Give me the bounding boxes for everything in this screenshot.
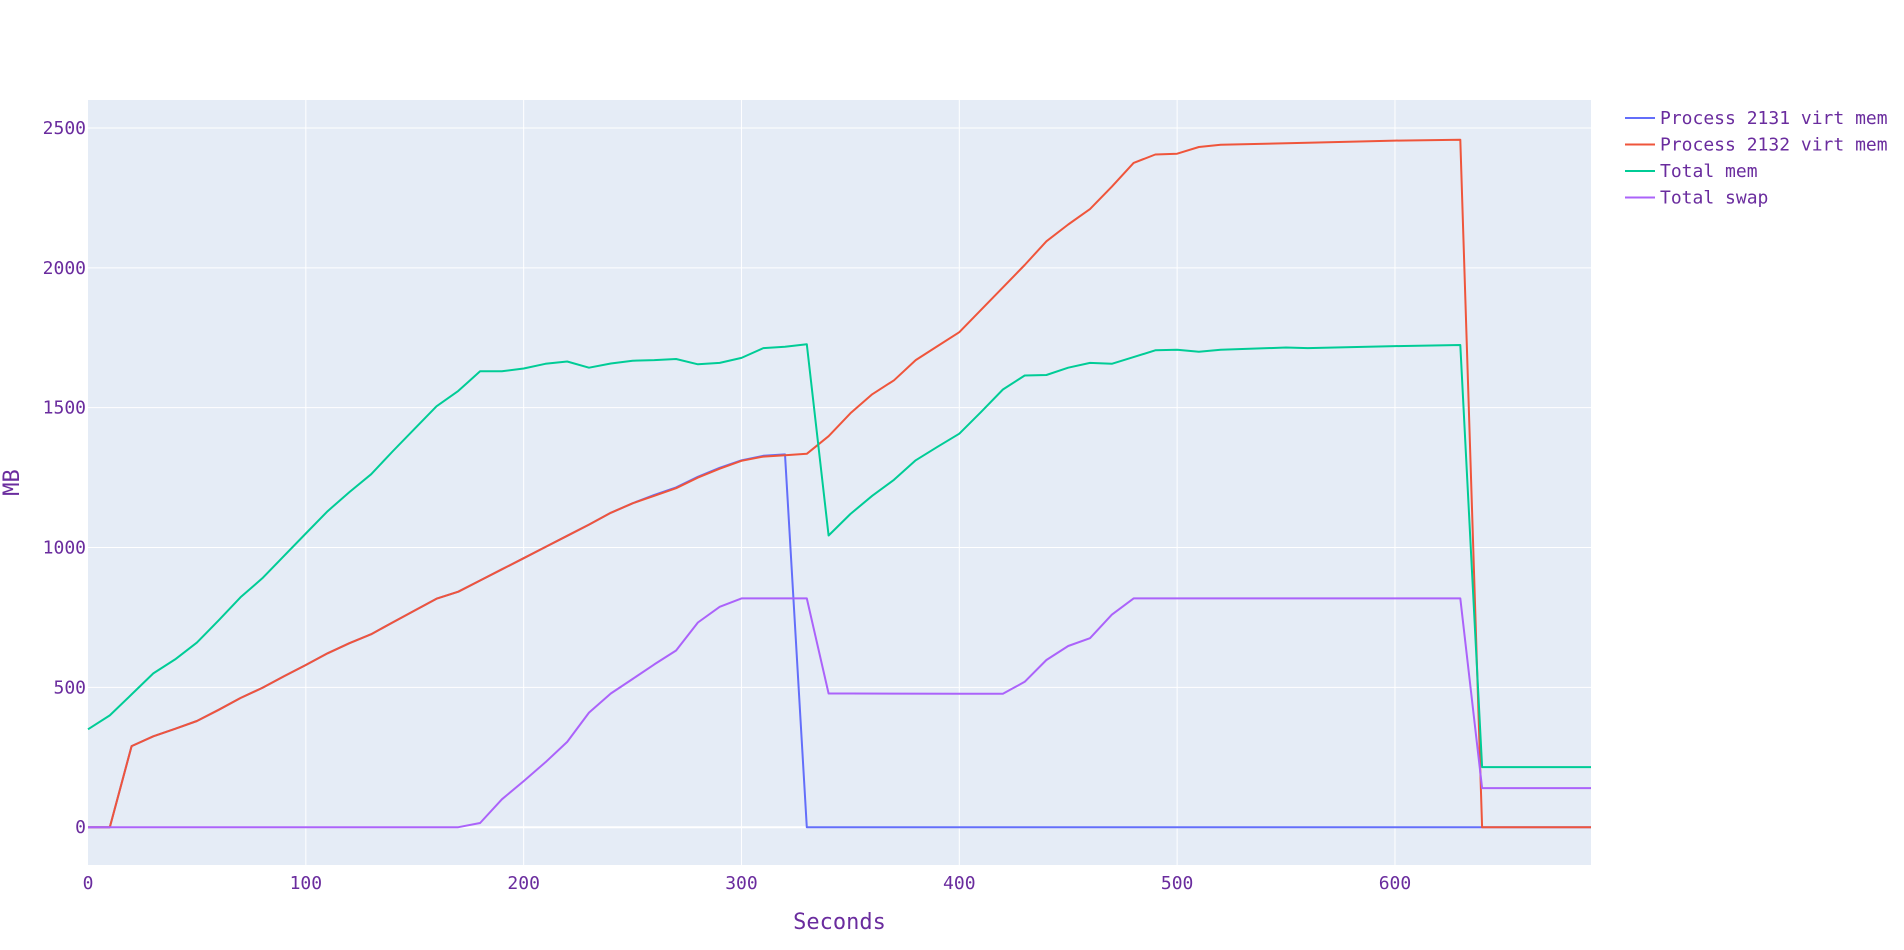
x-axis-title: Seconds [793, 910, 886, 935]
y-tick-label: 1000 [43, 538, 86, 559]
legend-item[interactable]: Process 2131 virt mem [1625, 108, 1888, 129]
y-tick-label: 2500 [43, 118, 86, 139]
legend-label: Total swap [1660, 188, 1768, 209]
x-tick-label: 200 [507, 873, 540, 894]
x-tick-label: 300 [725, 873, 758, 894]
legend-label: Process 2131 virt mem [1660, 108, 1888, 129]
y-tick-label: 1500 [43, 398, 86, 419]
y-tick-label: 0 [75, 817, 86, 838]
series-line [88, 138, 1591, 829]
x-tick-label: 600 [1379, 873, 1412, 894]
legend-label: Total mem [1660, 161, 1758, 182]
y-axis-ticks: 0 500 1000 1500 2000 2500 [43, 118, 86, 838]
legend-item[interactable]: Process 2132 virt mem [1625, 135, 1888, 156]
series-line [88, 597, 1591, 829]
x-tick-label: 0 [83, 873, 94, 894]
y-tick-label: 500 [53, 677, 86, 698]
y-tick-label: 2000 [43, 258, 86, 279]
legend-item[interactable]: Total swap [1625, 188, 1768, 209]
x-tick-label: 100 [290, 873, 323, 894]
x-tick-label: 500 [1161, 873, 1194, 894]
x-axis-ticks: 0 100 200 300 400 500 600 [83, 873, 1412, 894]
series-line [87, 343, 1591, 769]
series-lines [87, 138, 1591, 829]
legend-label: Process 2132 virt mem [1660, 135, 1888, 156]
legend[interactable]: Process 2131 virt mem Process 2132 virt m… [1625, 108, 1888, 209]
x-tick-label: 400 [943, 873, 976, 894]
plot-area [88, 100, 1591, 865]
legend-item[interactable]: Total mem [1625, 161, 1758, 182]
y-axis-title: MB [0, 469, 25, 496]
